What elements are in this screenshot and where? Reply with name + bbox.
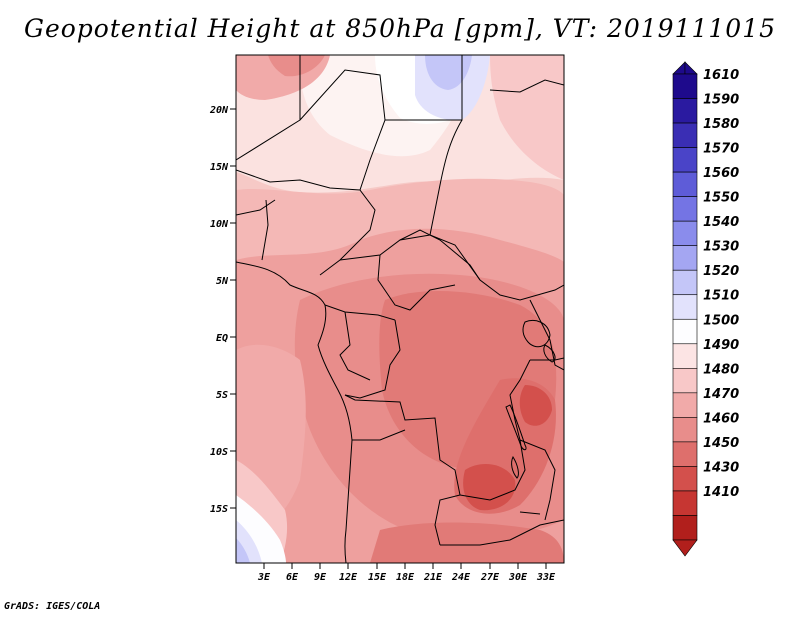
lat-tick-label: 15N — [210, 162, 229, 173]
colorbar-segment — [672, 245, 698, 271]
colorbar-label: 1460 — [703, 411, 739, 426]
colorbar-label: 1580 — [703, 117, 739, 132]
colorbar: 1610 1590 1580 1570 1560 1550 1540 1530 1520 1510… — [672, 61, 739, 557]
lat-tick-label: 15S — [210, 504, 228, 515]
lon-tick-label: 33E — [536, 572, 556, 583]
colorbar-bottom-arrow — [672, 539, 698, 557]
colorbar-label: 1520 — [703, 264, 739, 279]
colorbar-segment — [672, 441, 698, 467]
lon-tick-label: 18E — [396, 572, 415, 583]
colorbar-label: 1510 — [703, 289, 739, 304]
colorbar-segment — [672, 171, 698, 197]
colorbar-label: 1610 — [703, 68, 739, 83]
height-field — [236, 55, 564, 563]
colorbar-label: 1480 — [703, 362, 739, 377]
colorbar-segment — [672, 490, 698, 516]
lon-tick-label: 15E — [368, 572, 387, 583]
colorbar-label: 1450 — [703, 436, 739, 451]
lat-tick-label: 20N — [209, 105, 229, 116]
colorbar-segment — [672, 417, 698, 443]
lon-tick-label: 12E — [339, 572, 358, 583]
lon-tick-label: 24E — [451, 572, 471, 583]
latitude-axis: 20N 15N 10N 5N EQ 5S 10S 15S — [209, 105, 236, 515]
lon-tick-label: 9E — [314, 572, 327, 583]
lon-tick-label: 3E — [257, 572, 271, 583]
lon-tick-label: 21E — [423, 572, 443, 583]
colorbar-label: 1530 — [703, 240, 739, 255]
colorbar-top-arrow — [672, 61, 686, 75]
colorbar-label: 1410 — [703, 485, 739, 500]
lat-tick-label: 10N — [210, 219, 229, 230]
colorbar-label: 1430 — [703, 460, 739, 475]
colorbar-segment — [672, 466, 698, 492]
colorbar-segment — [672, 368, 698, 394]
colorbar-label: 1490 — [703, 338, 739, 353]
lat-tick-label: 5N — [216, 276, 229, 287]
country-borders — [236, 55, 564, 563]
colorbar-label: 1470 — [703, 387, 739, 402]
lat-tick-label: 10S — [210, 447, 228, 458]
lat-tick-label: EQ — [216, 333, 228, 344]
colorbar-label: 1560 — [703, 166, 739, 181]
colorbar-segment — [672, 269, 698, 296]
credit-label: GrADS: IGES/COLA — [4, 601, 101, 612]
colorbar-segment — [672, 392, 698, 418]
colorbar-label: 1570 — [703, 142, 739, 157]
colorbar-label: 1590 — [703, 93, 739, 108]
lat-tick-label: 5S — [216, 390, 228, 401]
colorbar-segment — [672, 122, 698, 148]
colorbar-segment — [672, 515, 698, 541]
map-title: Geopotential Height at 850hPa [gpm], VT:… — [23, 14, 777, 43]
colorbar-segment — [672, 343, 698, 369]
colorbar-label: 1540 — [703, 215, 739, 230]
colorbar-segment — [672, 294, 698, 320]
lon-tick-label: 27E — [480, 572, 500, 583]
colorbar-label: 1550 — [703, 191, 739, 206]
lon-tick-label: 30E — [508, 572, 528, 583]
lon-tick-label: 6E — [286, 572, 299, 583]
colorbar-segment — [672, 318, 698, 345]
colorbar-segment — [672, 196, 698, 222]
colorbar-segment — [672, 73, 698, 99]
colorbar-label: 1500 — [703, 313, 739, 328]
map-frame — [235, 54, 565, 564]
colorbar-segment — [672, 147, 698, 173]
colorbar-segment — [672, 220, 698, 246]
longitude-axis: 3E 6E 9E 12E 15E 18E 21E 24E 27E 30E 33E — [257, 563, 556, 583]
colorbar-top-arrow-right — [684, 61, 698, 75]
colorbar-segment — [672, 98, 698, 124]
